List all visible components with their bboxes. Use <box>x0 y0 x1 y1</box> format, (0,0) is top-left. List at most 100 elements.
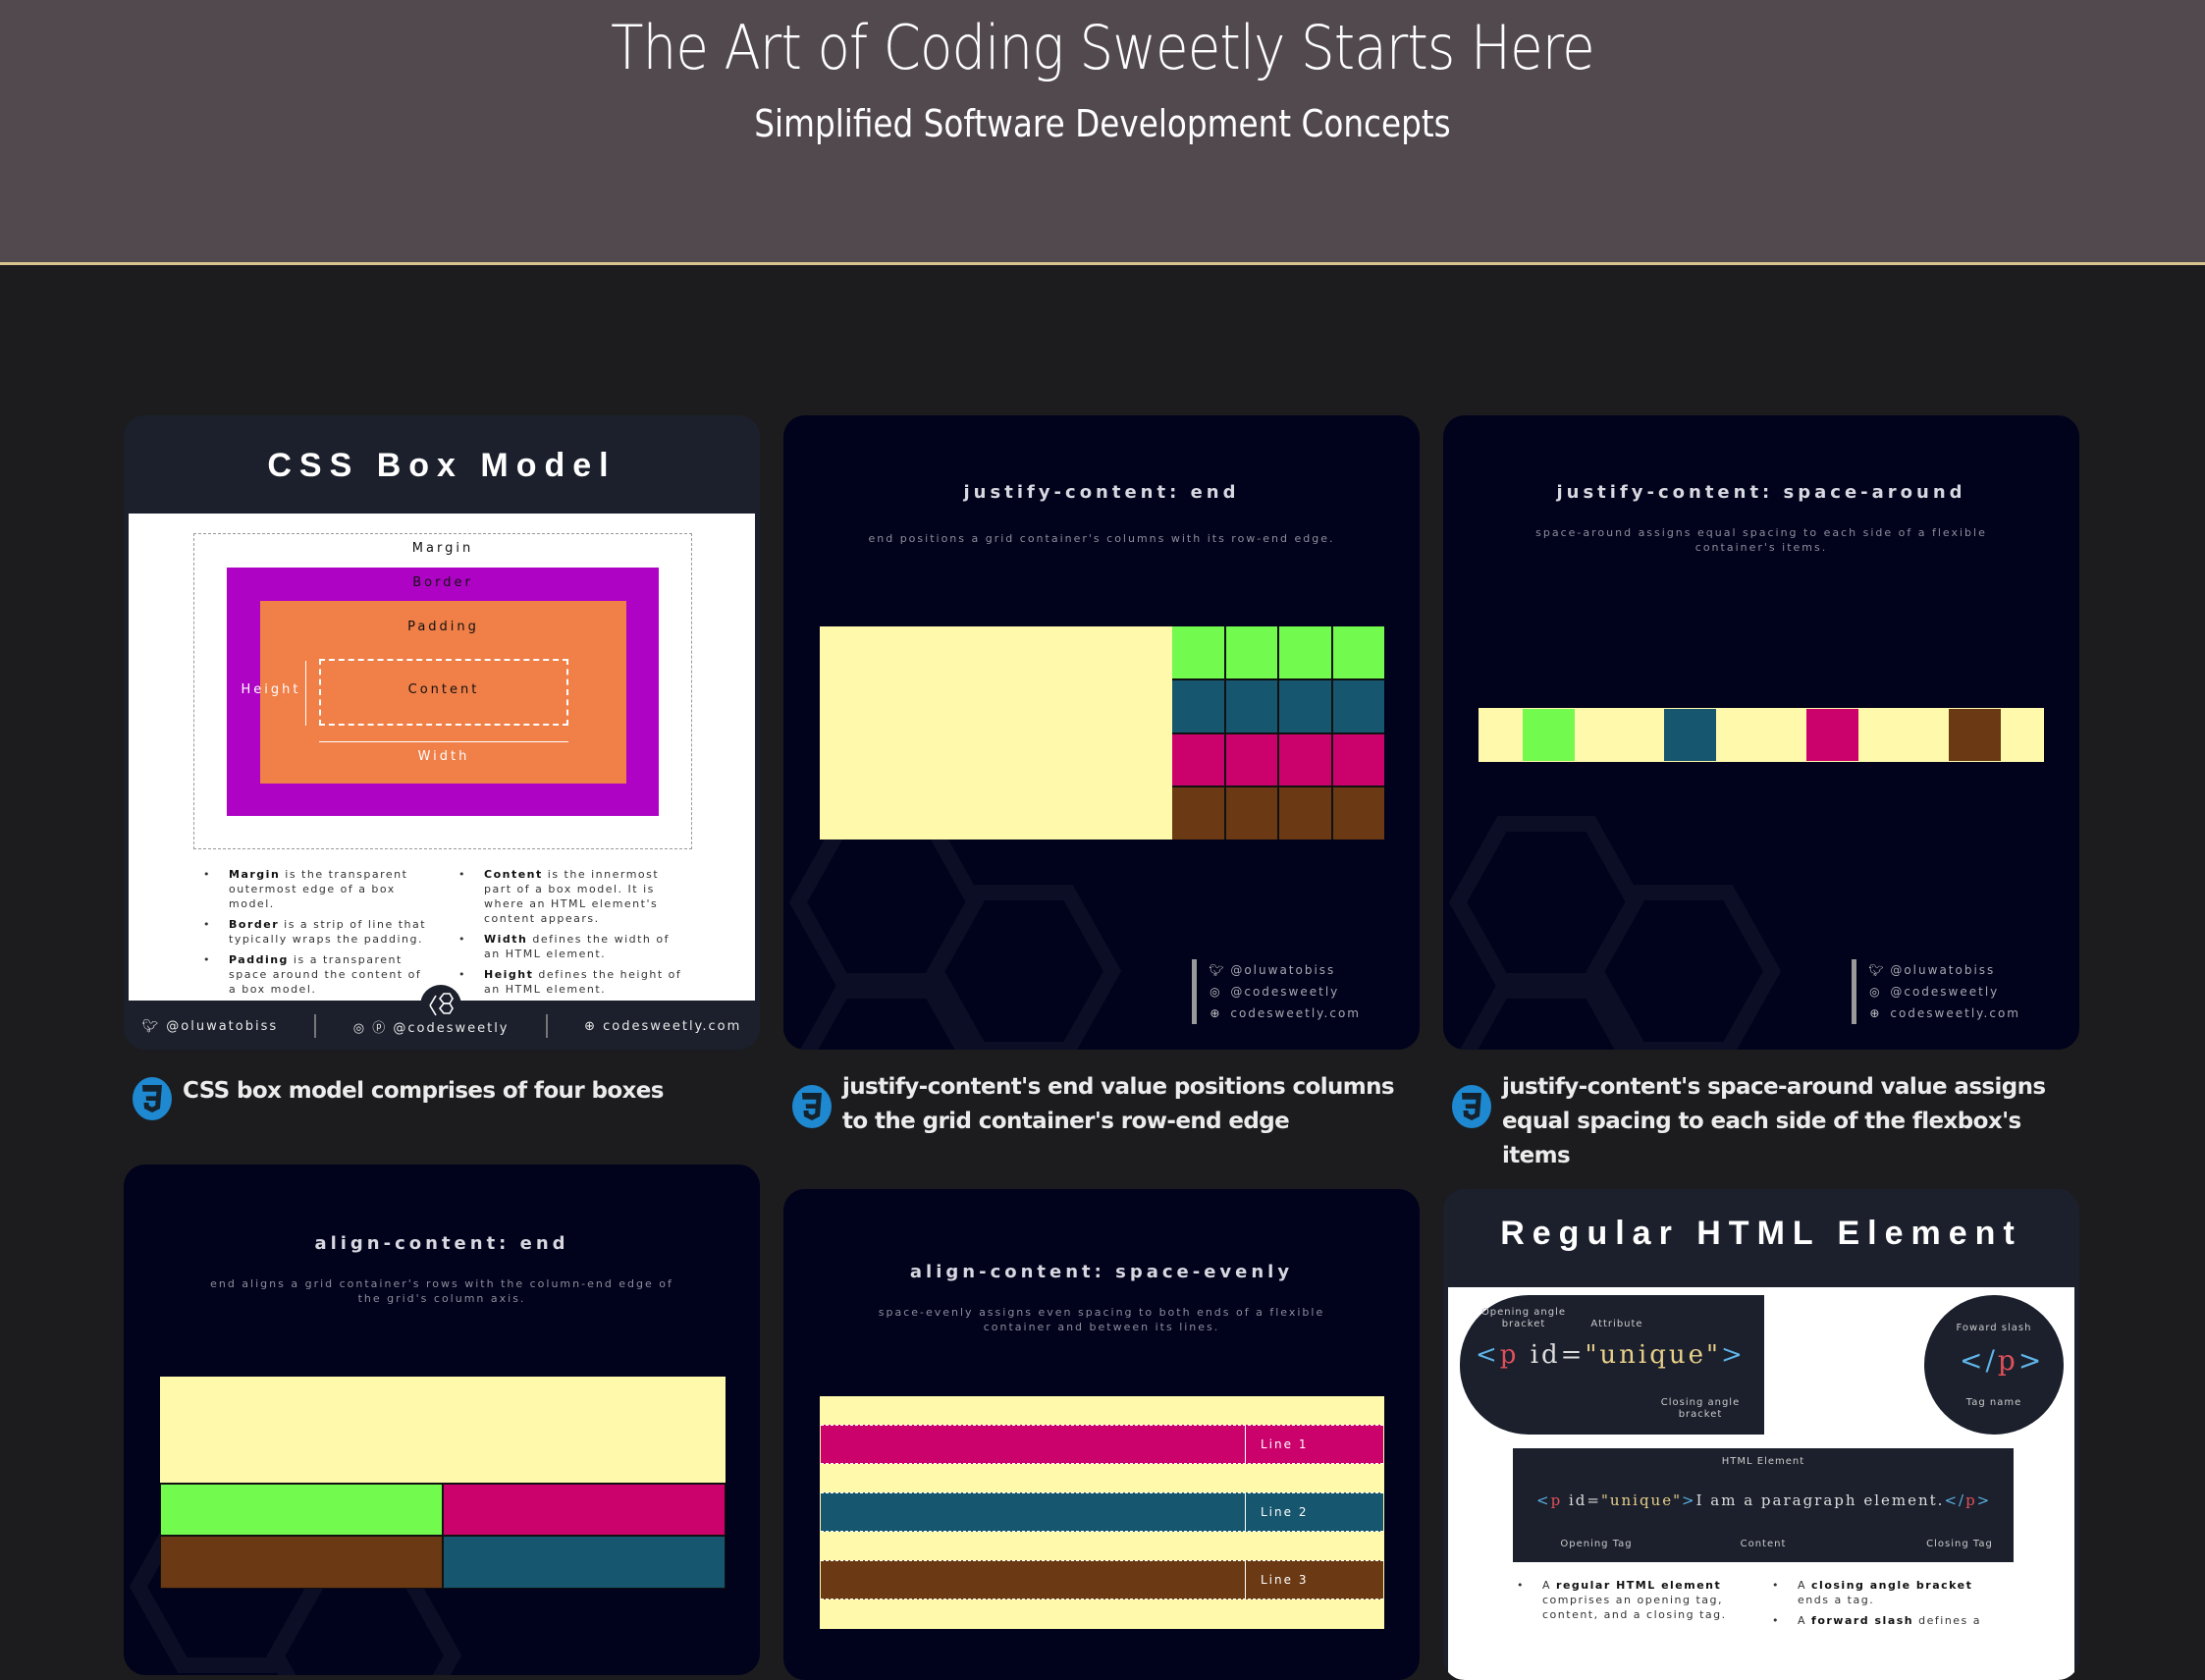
flex-item <box>1664 709 1716 761</box>
twitter-icon: 🐦︎ <box>141 1018 167 1034</box>
grid-item <box>444 1485 725 1535</box>
card-align-content-end[interactable]: align-content: end end aligns a grid con… <box>124 1165 760 1675</box>
flex-item <box>1949 709 2001 761</box>
card-description: space-around assigns equal spacing to ea… <box>1535 526 1987 554</box>
empty-space <box>160 1377 726 1483</box>
margin-box <box>193 533 692 849</box>
twitter-icon: 🐦︎ <box>1209 963 1226 977</box>
bullets-left: Margin is the transparent outermost edge… <box>203 867 429 1003</box>
html-element-label: HTML Element <box>1721 1456 1805 1467</box>
css3-icon <box>133 1077 172 1120</box>
caption-css-box-model[interactable]: CSS box model comprises of four boxes <box>132 1074 760 1121</box>
caption-justify-content-space-around[interactable]: justify-content's space-around value ass… <box>1451 1070 2079 1173</box>
card-footer: 🐦︎ @oluwatobiss ◎ ⓟ @codesweetly ⊕ codes… <box>124 1003 760 1050</box>
css3-icon <box>1452 1085 1491 1128</box>
flex-item <box>1806 709 1858 761</box>
line-height-arrow <box>1245 1561 1246 1599</box>
divider <box>314 1014 317 1038</box>
website-link[interactable]: ⊕ codesweetly.com <box>584 1018 742 1034</box>
bullet-content: Content is the innermost part of a box m… <box>458 867 686 926</box>
content-label: Content <box>407 682 480 697</box>
forward-slash-label: Foward slash <box>1956 1323 2032 1333</box>
grid-item <box>444 1537 725 1588</box>
tag-name-label: Tag name <box>1965 1397 2022 1408</box>
twitter-link[interactable]: 🐦︎ @oluwatobiss <box>1868 963 1996 977</box>
card-description: space-evenly assigns even spacing to bot… <box>878 1306 1325 1333</box>
card-justify-content-end[interactable]: justify-content: end end positions a gri… <box>783 415 1420 1050</box>
instagram-icon: ◎ <box>352 1020 373 1036</box>
hexagon-logo-icon <box>429 993 454 1016</box>
social-links: 🐦︎ @oluwatobiss ◎ @codesweetly ⊕ codesweetl… <box>1852 959 2020 1024</box>
flex-container <box>1479 708 2044 762</box>
grid-container <box>160 1377 726 1589</box>
flex-container: Line 1 Line 2 Line 3 <box>820 1396 1384 1629</box>
hexagon-pattern-icon <box>1448 816 1782 1050</box>
card-title: align-content: space-evenly <box>909 1262 1294 1282</box>
globe-icon: ⊕ <box>584 1018 604 1034</box>
flex-line-2: Line 2 <box>821 1492 1383 1532</box>
card-description: end aligns a grid container's rows with … <box>210 1277 673 1305</box>
css3-icon <box>792 1085 832 1128</box>
grid-item <box>161 1537 442 1588</box>
card-title: justify-content: space-around <box>1556 482 1966 503</box>
card-description: end positions a grid container's columns… <box>868 532 1335 545</box>
line-height-arrow <box>1245 1493 1246 1531</box>
instagram-icon: ◎ <box>1210 985 1222 999</box>
globe-icon: ⊕ <box>1210 1006 1222 1020</box>
card-justify-content-space-around[interactable]: justify-content: space-around space-arou… <box>1443 415 2079 1050</box>
flex-line-3: Line 3 <box>821 1560 1383 1599</box>
logo-badge <box>420 985 461 1026</box>
bullets-right: A closing angle bracket ends a tag. A fo… <box>1772 1578 2008 1634</box>
flex-item <box>1523 709 1575 761</box>
box-model-panel: Margin Border Padding Content Height Wid… <box>129 514 755 1001</box>
html-element-panel: Opening angle bracket Attribute <p id="u… <box>1448 1287 2074 1680</box>
card-css-box-model[interactable]: CSS Box Model Margin Border Padding Cont… <box>124 415 760 1050</box>
instagram-icon: ◎ <box>1869 985 1882 999</box>
height-arrow <box>305 661 306 726</box>
social-handle[interactable]: ◎ ⓟ @codesweetly <box>352 1020 510 1036</box>
site-subtitle: Simplified Software Development Concepts <box>754 102 1451 145</box>
bullet-margin: Margin is the transparent outermost edge… <box>203 867 429 911</box>
opening-bracket-label: Opening angle bracket <box>1480 1307 1567 1329</box>
bullet-width: Width defines the width of an HTML eleme… <box>458 932 686 961</box>
opening-tag-diagram: Opening angle bracket Attribute <p id="u… <box>1460 1295 1764 1435</box>
website-link[interactable]: ⊕ codesweetly.com <box>1869 1006 2020 1020</box>
twitter-link[interactable]: 🐦︎ @oluwatobiss <box>1209 963 1336 977</box>
width-arrow <box>319 741 568 742</box>
social-links: 🐦︎ @oluwatobiss ◎ @codesweetly ⊕ codesweetl… <box>1192 959 1361 1024</box>
html-element-diagram: HTML Element <p id="unique">I am a parag… <box>1513 1448 2014 1562</box>
margin-label: Margin <box>411 541 474 556</box>
opening-tag-code: <p id="unique"> <box>1476 1340 1746 1370</box>
instagram-link[interactable]: ◎ @codesweetly <box>1210 985 1340 999</box>
card-title: align-content: end <box>314 1233 569 1254</box>
line-label: Line 2 <box>1261 1505 1309 1519</box>
card-align-content-space-evenly[interactable]: align-content: space-evenly space-evenly… <box>783 1189 1420 1680</box>
bullets-left: A regular HTML element comprises an open… <box>1517 1578 1743 1628</box>
twitter-handle[interactable]: 🐦︎ @oluwatobiss <box>141 1018 279 1034</box>
card-regular-html-element[interactable]: Regular HTML Element Opening angle brack… <box>1443 1189 2079 1680</box>
bullet-closing-angle-bracket: A closing angle bracket ends a tag. <box>1772 1578 2008 1607</box>
card-title: Regular HTML Element <box>1500 1215 2022 1252</box>
attribute-label: Attribute <box>1590 1319 1643 1329</box>
grid-container-area <box>820 626 1172 840</box>
bullet-padding: Padding is a transparent space around th… <box>203 952 429 997</box>
pinterest-icon: ⓟ <box>372 1020 394 1036</box>
caption-justify-content-end[interactable]: justify-content's end value positions co… <box>791 1070 1420 1139</box>
bullet-forward-slash: A forward slash defines a <box>1772 1613 2008 1628</box>
website-link[interactable]: ⊕ codesweetly.com <box>1210 1006 1361 1020</box>
twitter-icon: 🐦︎ <box>1868 963 1886 977</box>
grid-item <box>161 1485 442 1535</box>
instagram-link[interactable]: ◎ @codesweetly <box>1869 985 2000 999</box>
full-element-code: <p id="unique">I am a paragraph element.… <box>1536 1491 1992 1509</box>
content-label: Content <box>1740 1539 1787 1549</box>
divider <box>545 1014 548 1038</box>
closing-tag-label: Closing Tag <box>1926 1539 1993 1549</box>
flex-line-1: Line 1 <box>821 1425 1383 1464</box>
globe-icon: ⊕ <box>1869 1006 1882 1020</box>
card-title: CSS Box Model <box>267 447 617 484</box>
line-label: Line 1 <box>1261 1437 1309 1451</box>
line-height-arrow <box>1245 1426 1246 1463</box>
width-label: Width <box>417 749 470 764</box>
site-title: The Art of Coding Sweetly Starts Here <box>611 12 1595 83</box>
border-label: Border <box>412 575 473 590</box>
